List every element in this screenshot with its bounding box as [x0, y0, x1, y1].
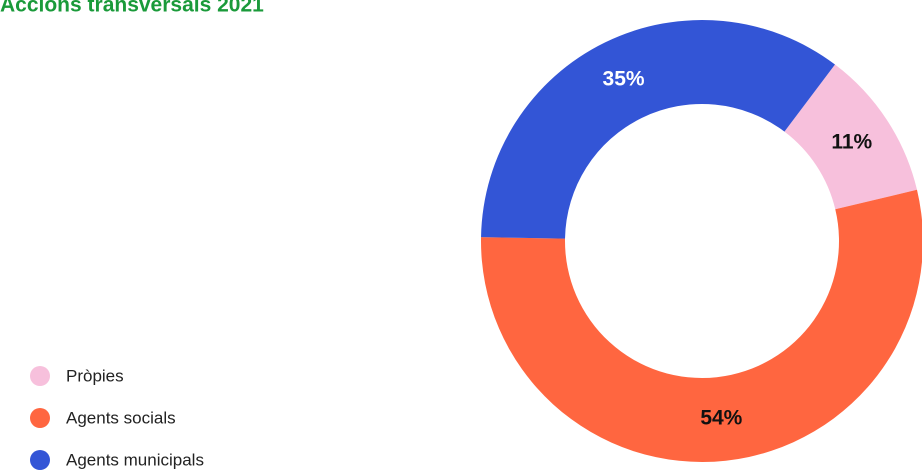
slice-label: 35% — [603, 68, 645, 91]
chart-title: Accions transversals 2021 — [0, 0, 264, 17]
donut-slice — [481, 189, 922, 462]
slice-label: 11% — [831, 131, 872, 154]
legend-text: Agents socials — [66, 408, 176, 427]
donut-slice — [481, 20, 836, 239]
legend-swatch — [30, 450, 50, 470]
legend-text: Agents municipals — [66, 450, 204, 469]
slice-label: 54% — [700, 406, 742, 429]
donut-slice — [784, 64, 917, 210]
legend-swatch — [30, 408, 50, 428]
legend-swatch — [30, 366, 50, 386]
legend-text: Pròpies — [66, 366, 124, 385]
